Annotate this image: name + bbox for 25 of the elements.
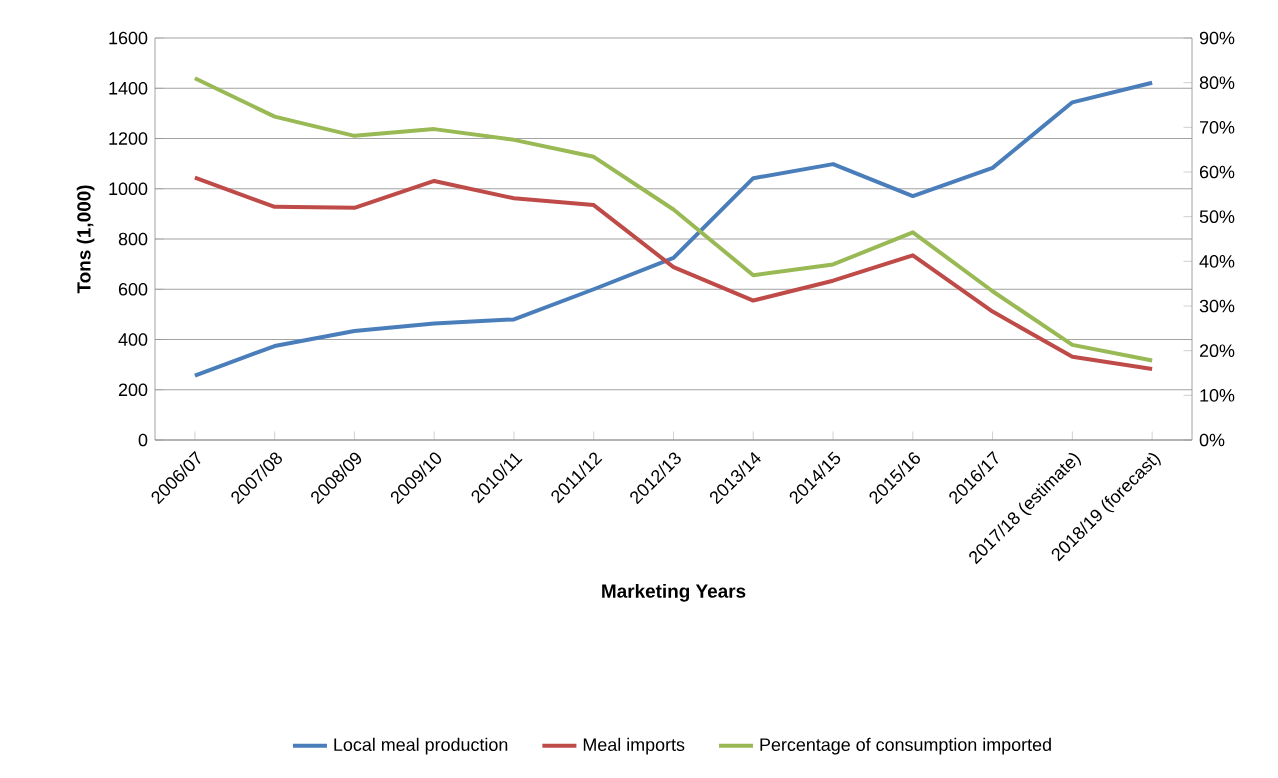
y2-tick-label: 10% — [1200, 388, 1235, 402]
y2-tick-label: 50% — [1199, 210, 1235, 224]
y-tick-label: 1200 — [109, 132, 148, 145]
y2-tick-label: 20% — [1199, 344, 1235, 358]
y-tick-label: 1000 — [109, 182, 148, 196]
y2-tick-label: 70% — [1199, 120, 1235, 134]
x-axis-title: Marketing Years — [602, 583, 746, 602]
legend-label: Percentage of consumption imported — [760, 737, 1051, 755]
y2-tick-label: 80% — [1199, 76, 1235, 90]
y-tick-label: 1400 — [109, 81, 148, 95]
y-tick-label: 400 — [118, 333, 148, 346]
legend-label: Local meal production — [334, 737, 508, 755]
y2-tick-label: 60% — [1199, 165, 1235, 179]
y-tick-label: 200 — [118, 383, 148, 397]
line-series — [192, 175, 1155, 371]
y-tick-label: 1600 — [109, 31, 148, 45]
y-tick-label: 600 — [118, 282, 148, 296]
y2-tick-label: 30% — [1199, 299, 1235, 313]
legend-label: Meal imports — [583, 737, 685, 755]
y-tick-label: 0 — [138, 433, 148, 447]
y2-tick-label: 0% — [1199, 433, 1225, 447]
y2-tick-label: 40% — [1199, 254, 1235, 268]
y-tick-label: 800 — [118, 232, 148, 246]
y-axis-title: Tons (1,000) — [76, 185, 95, 294]
y2-tick-label: 90% — [1199, 31, 1235, 45]
